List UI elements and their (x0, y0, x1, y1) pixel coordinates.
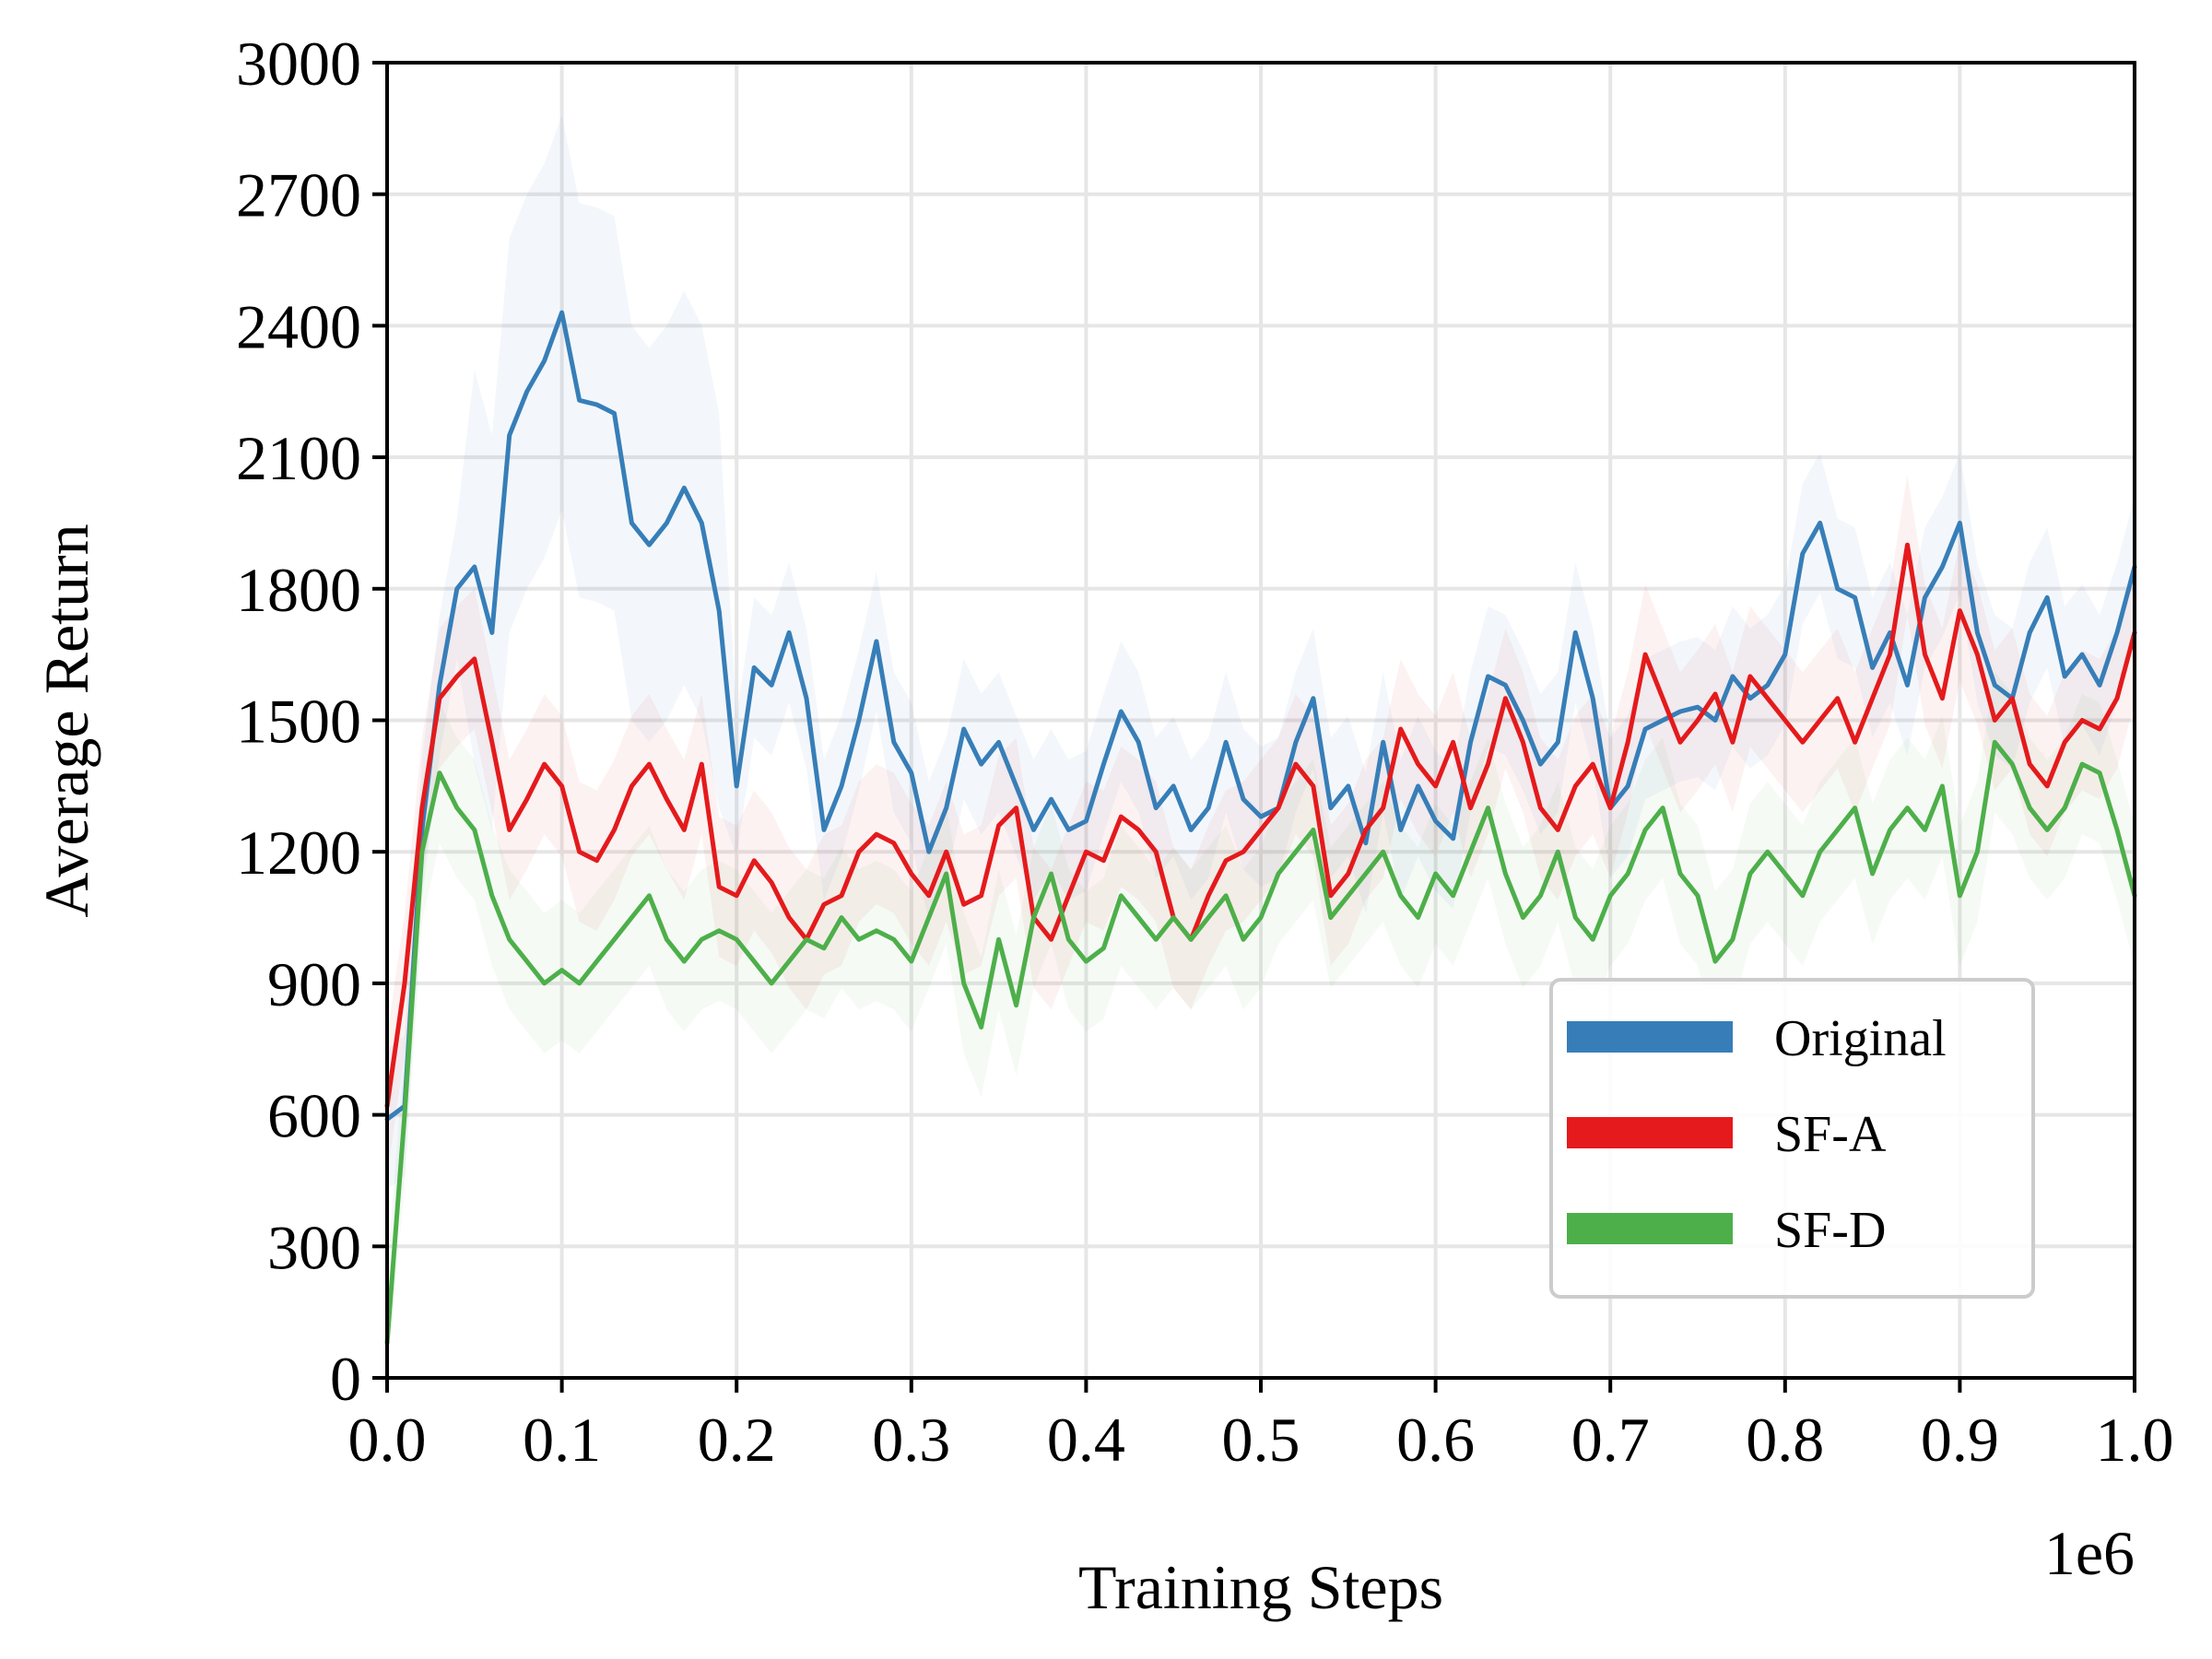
y-tick-label: 1800 (236, 555, 361, 625)
x-tick-label: 1.0 (2096, 1405, 2174, 1475)
x-tick-label: 0.2 (698, 1405, 776, 1475)
x-tick-label: 0.0 (348, 1405, 427, 1475)
y-tick-label: 2700 (236, 160, 361, 230)
y-tick-label: 1500 (236, 687, 361, 757)
x-axis-title: Training Steps (1078, 1552, 1443, 1622)
y-tick-label: 600 (267, 1081, 361, 1151)
legend: Original SF-A SF-D (1549, 978, 2035, 1299)
y-tick-label: 1200 (236, 818, 361, 888)
legend-label: SF-D (1774, 1202, 1886, 1259)
y-axis-title: Average Return (31, 524, 101, 917)
x-tick-label: 0.7 (1571, 1405, 1650, 1475)
legend-label: SF-A (1774, 1106, 1887, 1163)
band-sf-d (387, 672, 2135, 1378)
x-axis-offset-label: 1e6 (2044, 1518, 2135, 1588)
x-tick-label: 0.6 (1396, 1405, 1475, 1475)
x-tick-label: 0.9 (1921, 1405, 1999, 1475)
x-tick-label: 0.4 (1047, 1405, 1125, 1475)
series-line-sf-a (384, 542, 2137, 1109)
series-line-original (384, 310, 2137, 1122)
legend-label: Original (1774, 1010, 1947, 1067)
y-tick-label: 2400 (236, 291, 361, 361)
y-tick-label: 2100 (236, 423, 361, 493)
series-line-sf-d (384, 739, 2137, 1346)
y-axis-ticks: 0 300 600 900 1200 1500 1800 2100 2400 2700 3000 (236, 29, 387, 1414)
x-tick-label: 0.8 (1746, 1405, 1824, 1475)
x-tick-label: 0.1 (523, 1405, 601, 1475)
series-lines (384, 310, 2137, 1346)
y-tick-label: 900 (267, 949, 361, 1019)
x-tick-label: 0.3 (872, 1405, 950, 1475)
y-tick-label: 3000 (236, 29, 361, 99)
x-axis-ticks: 0.0 0.1 0.2 0.3 0.4 0.5 0.6 0.7 0.8 0.9 1.0 (348, 1378, 2174, 1475)
y-tick-label: 300 (267, 1212, 361, 1282)
y-tick-label: 0 (330, 1344, 361, 1414)
x-tick-label: 0.5 (1222, 1405, 1300, 1475)
band-sf-a (387, 475, 2135, 1177)
